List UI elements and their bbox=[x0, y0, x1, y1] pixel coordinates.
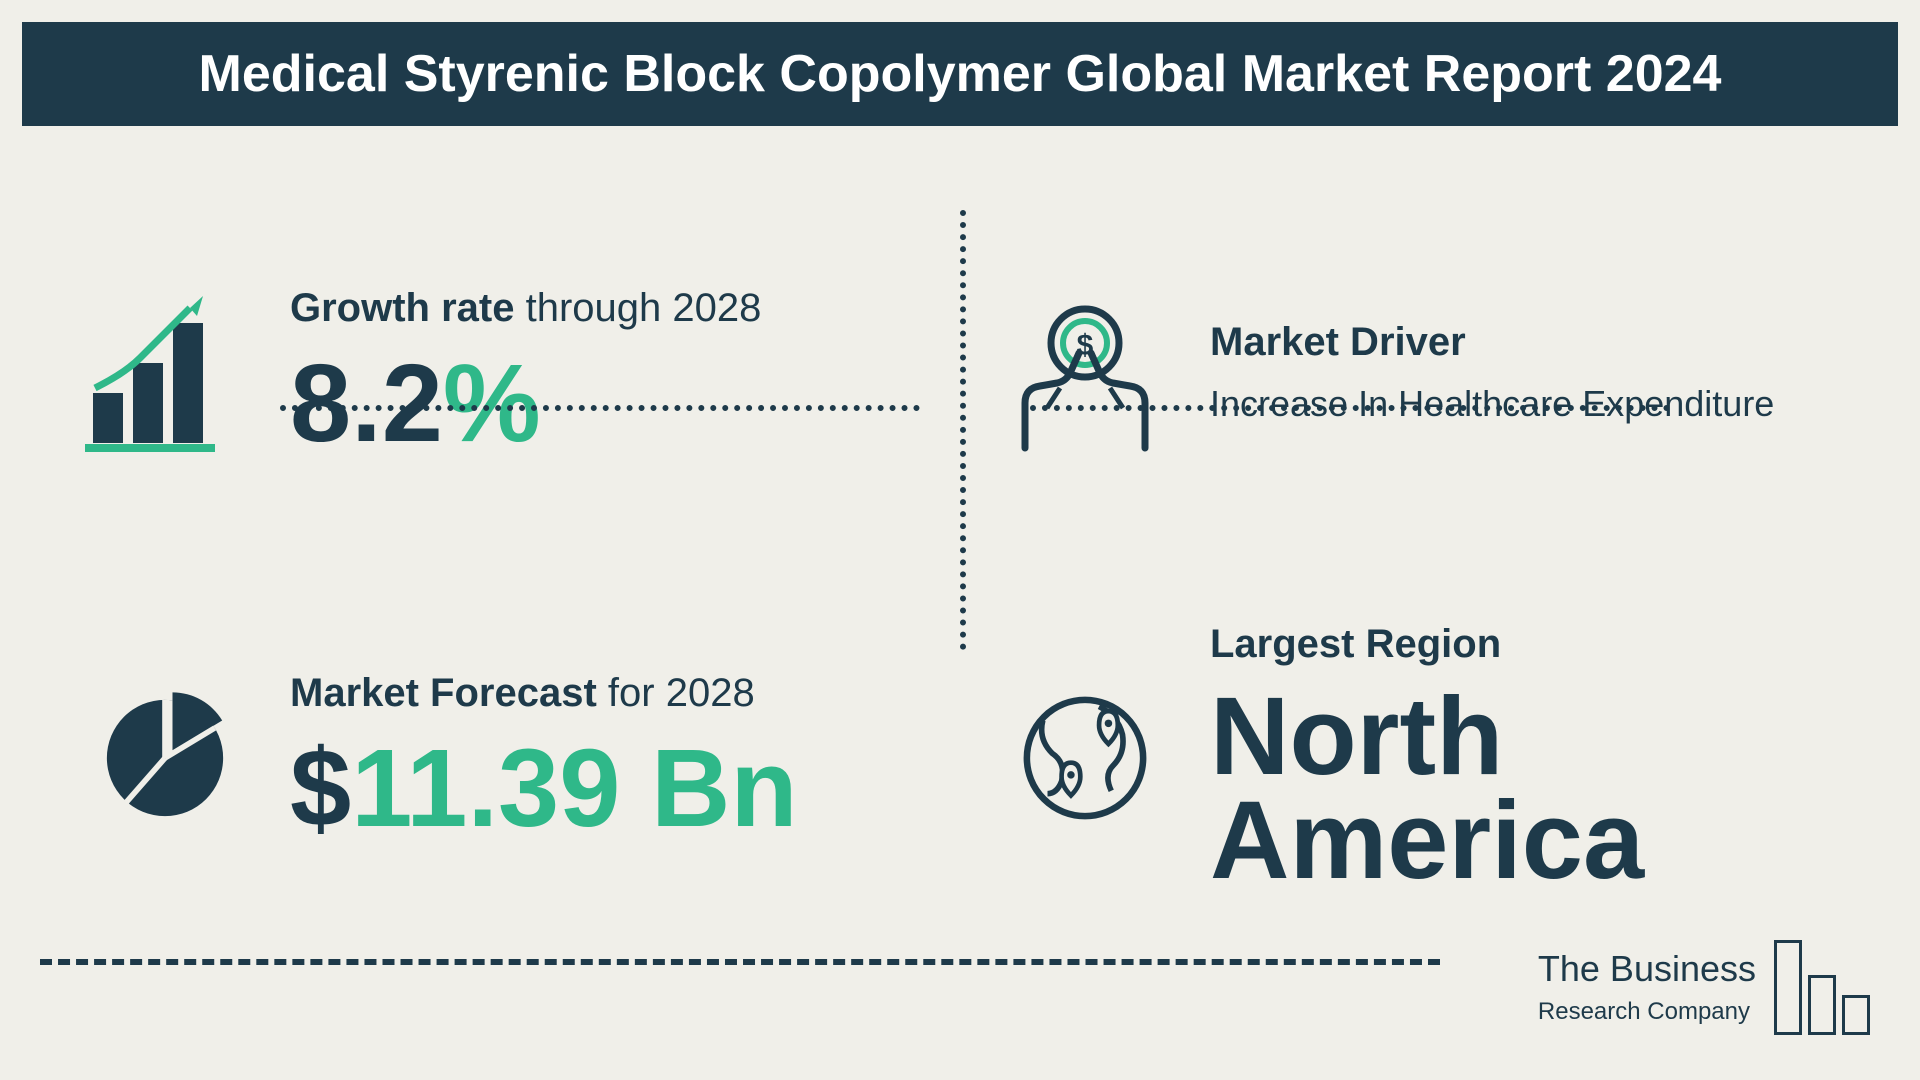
hands-dollar-coin-icon: $ bbox=[1000, 288, 1170, 458]
growth-value: 8.2% bbox=[290, 349, 920, 459]
region-panel: Largest Region North America bbox=[1000, 565, 1840, 950]
divider-vertical bbox=[960, 210, 966, 650]
logo-bars-icon bbox=[1774, 940, 1870, 1035]
company-logo: The Business Research Company bbox=[1538, 940, 1870, 1035]
divider-dots-right bbox=[1030, 405, 1670, 411]
divider-dots-left bbox=[280, 405, 920, 411]
driver-value: Increase In Healthcare Expenditure bbox=[1210, 383, 1840, 425]
page-title: Medical Styrenic Block Copolymer Global … bbox=[199, 44, 1722, 104]
driver-label: Market Driver bbox=[1210, 320, 1840, 365]
divider-bottom-dash bbox=[40, 959, 1440, 965]
globe-pins-icon bbox=[1000, 673, 1170, 843]
driver-panel: $ Market Driver Increase In Healthcare E… bbox=[1000, 180, 1840, 565]
growth-panel: Growth rate through 2028 8.2% bbox=[80, 180, 920, 565]
forecast-text: Market Forecast for 2028 $11.39 Bn bbox=[290, 671, 920, 844]
pie-chart-icon bbox=[80, 673, 250, 843]
header-bar: Medical Styrenic Block Copolymer Global … bbox=[22, 22, 1898, 126]
region-text: Largest Region North America bbox=[1210, 622, 1840, 894]
region-value: North America bbox=[1210, 685, 1840, 894]
forecast-panel: Market Forecast for 2028 $11.39 Bn bbox=[80, 565, 920, 950]
growth-label: Growth rate through 2028 bbox=[290, 286, 920, 331]
forecast-label: Market Forecast for 2028 bbox=[290, 671, 920, 716]
growth-bar-chart-icon bbox=[80, 288, 250, 458]
logo-text: The Business Research Company bbox=[1538, 950, 1756, 1026]
region-label: Largest Region bbox=[1210, 622, 1840, 667]
growth-text: Growth rate through 2028 8.2% bbox=[290, 286, 920, 459]
forecast-value: $11.39 Bn bbox=[290, 734, 920, 844]
